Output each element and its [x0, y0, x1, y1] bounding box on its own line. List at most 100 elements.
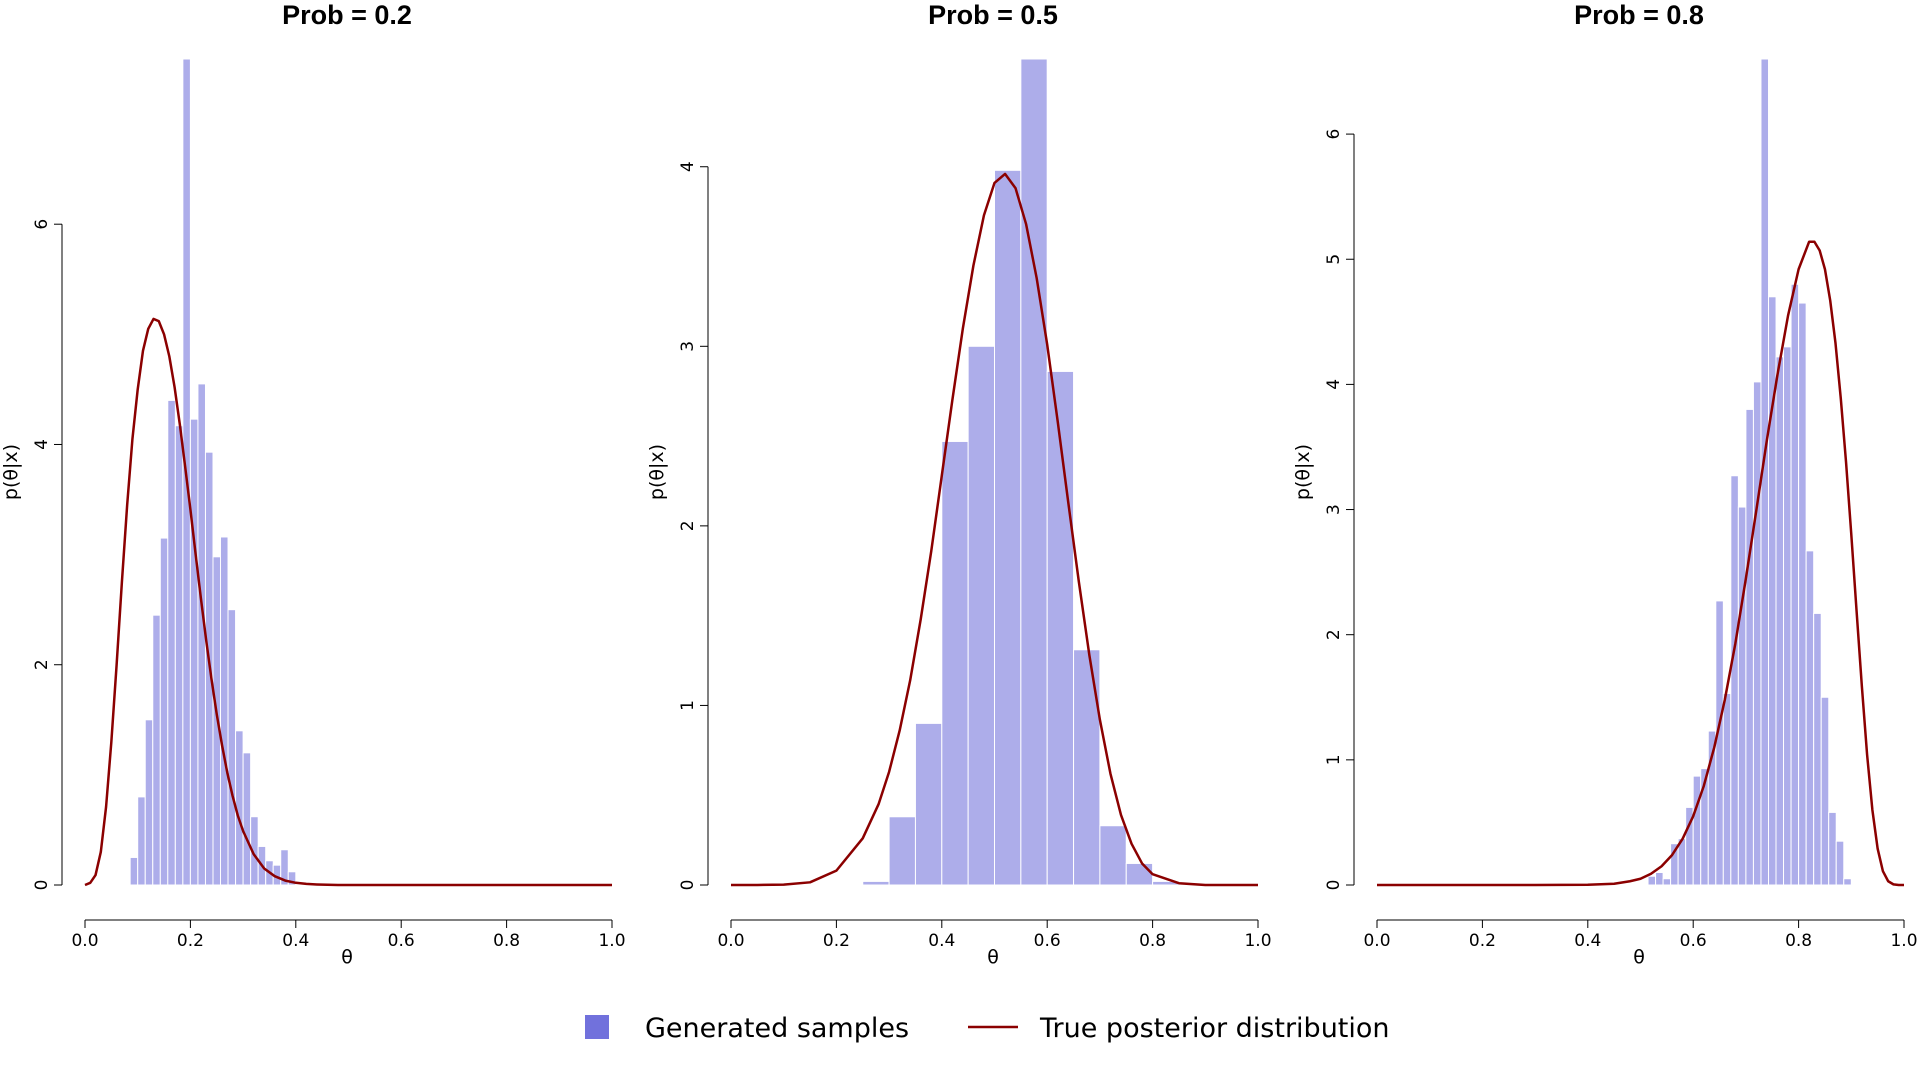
panel-2-x-tick-label: 0.6: [1034, 931, 1061, 951]
panel-3-bar: [1662, 878, 1672, 886]
panel-3-y-tick-label: 1: [1324, 754, 1344, 765]
panel-1-bar: [227, 609, 237, 886]
panel-3-posterior-line: [1377, 240, 1904, 887]
panel-3-bar: [1730, 475, 1739, 886]
panel-1-x-tick-label: 0.8: [493, 931, 520, 951]
panel-1-posterior-line: [84, 317, 612, 887]
panel-1-bar: [242, 752, 252, 886]
panel-1-x-tick-label: 0.2: [177, 931, 204, 951]
panel-2-x-tick-label: 0.8: [1139, 931, 1166, 951]
panel-1-x-axis-label: θ: [341, 946, 353, 968]
legend: Generated samples True posterior distrib…: [585, 1013, 1390, 1044]
panel-2-y-tick-label: 3: [678, 341, 698, 352]
panel-2-x-tick-label: 0.2: [823, 931, 850, 951]
panel-2-bar: [967, 345, 996, 886]
panel-1-bar: [144, 719, 154, 886]
panel-2-bar: [1073, 649, 1101, 886]
panel-3-bar: [1835, 840, 1845, 886]
panel-3-bar: [1820, 696, 1830, 886]
panel-2-x-axis-label: θ: [987, 946, 999, 968]
panel-1-y-tick-label: 6: [32, 219, 52, 230]
panel-1-title: Prob = 0.2: [282, 0, 412, 30]
panel-2-bars: [862, 58, 1180, 886]
panel-3-y-tick-label: 3: [1324, 504, 1344, 515]
panel-2-curve: [731, 172, 1258, 887]
panel-3-x-tick-label: 0.4: [1574, 931, 1601, 951]
panel-3-bar: [1843, 878, 1852, 886]
panel-3-y-tick-label: 0: [1324, 880, 1344, 891]
panel-3-bar: [1752, 381, 1762, 886]
panel-2-bar: [994, 169, 1022, 886]
panel-3-x-tick-label: 1.0: [1890, 931, 1917, 951]
panel-1-bars: [129, 58, 297, 886]
panel-3-bars: [1647, 58, 1852, 886]
panel-2-bar: [1020, 58, 1048, 886]
panel-3-x-tick-label: 0.2: [1469, 931, 1496, 951]
panel-3-bar: [1715, 600, 1724, 886]
panel-2-x-tick-label: 1.0: [1244, 931, 1271, 951]
panel-1-axes: 0.0 0.2 0.4 0.6 0.8 1.0 0 2 4 6: [32, 219, 626, 951]
legend-samples-label: Generated samples: [645, 1013, 909, 1044]
panel-2-y-axis-label: p(θ|x): [646, 444, 668, 500]
panel-3-y-tick-label: 4: [1324, 379, 1344, 390]
panel-1-x-tick-label: 0.0: [71, 931, 98, 951]
panel-2-y-tick-label: 0: [678, 880, 698, 891]
panel-3-bar: [1805, 550, 1815, 886]
panel-3-bar: [1737, 506, 1747, 886]
panel-3-x-tick-label: 0.6: [1680, 931, 1707, 951]
panel-3-bar: [1647, 875, 1657, 886]
panel-1-x-tick-label: 0.4: [282, 931, 309, 951]
panel-3-bar: [1813, 612, 1822, 886]
panel-2-axes: 0.0 0.2 0.4 0.6 0.8 1.0 0 1 2 3 4: [678, 161, 1272, 951]
panel-1-bar: [129, 856, 139, 886]
panel-1-y-tick-label: 2: [32, 659, 52, 670]
panel-3-bar: [1692, 775, 1702, 886]
panel-1-bar: [152, 614, 161, 886]
panel-2-x-tick-label: 0.4: [928, 931, 955, 951]
panel-2-y-tick-label: 4: [678, 161, 698, 172]
panel-3-x-tick-label: 0.0: [1363, 931, 1390, 951]
legend-posterior-label: True posterior distribution: [1039, 1013, 1390, 1044]
panel-2-bar: [888, 816, 916, 886]
panel-1-x-tick-label: 0.6: [388, 931, 415, 951]
panel-2-posterior-line: [731, 172, 1258, 887]
panel-1-bar: [189, 418, 199, 886]
panel-2-y-tick-label: 1: [678, 700, 698, 711]
panel-1-y-tick-label: 4: [32, 439, 52, 450]
panel-3-bar: [1828, 811, 1837, 886]
panel-1-bar: [287, 871, 297, 886]
panel-2-bar: [1125, 862, 1154, 886]
panel-3-curve: [1377, 240, 1904, 887]
panel-3-bar: [1655, 871, 1664, 886]
panel-1-y-tick-label: 0: [32, 880, 52, 891]
panel-3-y-tick-label: 6: [1324, 129, 1344, 140]
panel-3-bar: [1790, 283, 1800, 886]
panel-3-bar: [1775, 356, 1785, 886]
panel-3-title: Prob = 0.8: [1574, 0, 1704, 30]
panel-2-title: Prob = 0.5: [928, 0, 1058, 30]
panel-1-bar: [280, 849, 289, 886]
panel-3-bar: [1722, 693, 1732, 886]
panel-3-bar: [1783, 346, 1792, 886]
panel-2-y-tick-label: 2: [678, 520, 698, 531]
panel-2-bar: [941, 440, 969, 886]
panel-1: Prob = 0.2 0.0 0.2 0.4 0.6 0.8 1.0 0 2 4 6 θ p(θ|…: [0, 0, 626, 968]
panel-1-x-tick-label: 1.0: [598, 931, 625, 951]
panel-2: Prob = 0.5 0.0 0.2 0.4 0.6 0.8 1.0 0 1 2 3 4 θ p(θ…: [646, 0, 1272, 968]
panel-1-bar: [219, 536, 229, 886]
panel-3-y-axis-label: p(θ|x): [1292, 444, 1314, 500]
panel-3-y-tick-label: 2: [1324, 629, 1344, 640]
panel-2-bar: [1099, 825, 1127, 886]
panel-2-bar: [862, 880, 890, 886]
panel-3-bar: [1798, 302, 1807, 886]
panel-3-x-axis-label: θ: [1633, 946, 1645, 968]
panel-1-bar: [137, 796, 146, 886]
panel-2-x-tick-label: 0.0: [717, 931, 744, 951]
panel-1-bar: [159, 537, 169, 886]
panel-1-y-axis-label: p(θ|x): [0, 444, 22, 500]
panel-1-curve: [84, 317, 612, 887]
panel-3: Prob = 0.8 0.0 0.2 0.4 0.6 0.8 1.0 0 1 2 3 4 5 6 θ p…: [1292, 0, 1918, 968]
panel-2-bar: [914, 722, 943, 886]
panel-3-bar: [1745, 408, 1754, 886]
